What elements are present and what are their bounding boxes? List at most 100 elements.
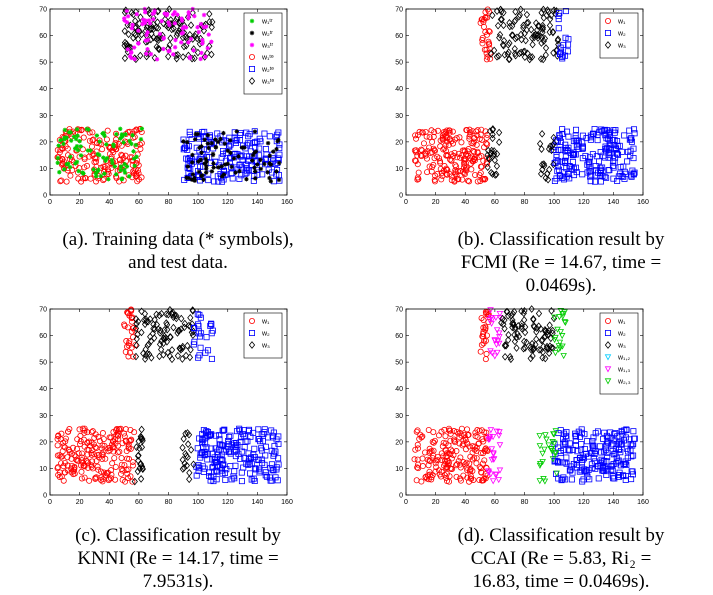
- data-point: [480, 450, 487, 457]
- data-point: [554, 36, 561, 45]
- data-point: [191, 48, 196, 53]
- data-point: [583, 438, 590, 445]
- data-point: [458, 425, 465, 432]
- data-point: [540, 14, 547, 22]
- data-point: [456, 440, 463, 447]
- data-point: [550, 49, 557, 57]
- data-point: [536, 433, 543, 440]
- data-point: [248, 476, 255, 483]
- data-point: [542, 354, 549, 363]
- data-point: [204, 159, 209, 165]
- data-point: [558, 333, 566, 340]
- data-point: [220, 461, 227, 468]
- data-point: [488, 446, 496, 453]
- data-point: [567, 466, 574, 473]
- data-point: [100, 163, 107, 170]
- data-point: [113, 172, 119, 177]
- data-point: [188, 36, 194, 42]
- y-tick-label: 10: [39, 166, 47, 173]
- y-tick-label: 10: [395, 166, 403, 173]
- data-point: [448, 151, 455, 158]
- data-point: [67, 172, 74, 179]
- data-point: [488, 168, 495, 177]
- data-point: [487, 307, 494, 314]
- data-point: [537, 55, 545, 63]
- legend-label: w₂: [617, 331, 626, 338]
- data-point: [129, 478, 136, 485]
- data-point: [528, 339, 536, 348]
- data-point: [557, 427, 564, 434]
- data-point: [145, 37, 151, 43]
- data-point: [99, 455, 106, 462]
- y-tick-label: 20: [395, 439, 403, 446]
- data-point: [267, 465, 274, 472]
- data-point: [539, 25, 546, 34]
- data-point: [451, 438, 458, 445]
- data-point: [482, 175, 489, 182]
- data-point: [487, 50, 495, 58]
- data-point: [483, 46, 490, 53]
- data-point: [491, 147, 498, 155]
- y-tick-label: 10: [395, 466, 403, 473]
- data-point: [62, 127, 68, 133]
- data-point: [496, 442, 504, 449]
- data-point: [471, 149, 478, 156]
- data-point: [118, 136, 123, 141]
- data-point: [418, 146, 425, 153]
- data-point: [86, 438, 93, 445]
- data-point: [205, 45, 210, 51]
- data-point: [157, 326, 164, 335]
- data-point: [71, 466, 78, 473]
- data-point: [265, 140, 271, 146]
- caption-a: (a). Training data (* symbols), and test…: [10, 228, 346, 274]
- data-point: [596, 443, 603, 450]
- data-point: [213, 137, 218, 142]
- y-tick-label: 60: [39, 333, 47, 340]
- data-point: [444, 461, 451, 468]
- data-point: [414, 441, 421, 448]
- data-point: [130, 353, 137, 360]
- data-point: [204, 163, 209, 169]
- data-point: [559, 313, 567, 320]
- data-point: [184, 440, 192, 448]
- data-point: [529, 40, 536, 49]
- data-point: [121, 41, 128, 50]
- data-point: [533, 19, 540, 27]
- data-point: [444, 166, 451, 173]
- data-point: [132, 17, 139, 25]
- data-point: [230, 473, 237, 480]
- legend-marker: [248, 341, 256, 349]
- data-point: [575, 428, 582, 435]
- data-point: [430, 133, 437, 140]
- x-tick-label: 160: [281, 199, 293, 206]
- data-point: [158, 309, 165, 318]
- data-point: [628, 135, 635, 142]
- data-point: [628, 453, 635, 460]
- data-point: [133, 443, 140, 451]
- data-point: [190, 152, 195, 158]
- data-point: [501, 341, 509, 350]
- data-point: [206, 32, 211, 37]
- data-point: [615, 472, 622, 479]
- data-point: [251, 454, 258, 461]
- data-point: [270, 155, 277, 162]
- data-point: [443, 464, 450, 471]
- data-point: [208, 50, 215, 59]
- data-point: [187, 446, 195, 454]
- data-point: [205, 347, 212, 354]
- data-point: [521, 344, 529, 352]
- data-point: [123, 338, 130, 345]
- data-point: [131, 54, 138, 63]
- data-point: [93, 178, 100, 185]
- data-point: [78, 153, 84, 158]
- data-point: [557, 146, 564, 153]
- data-point: [197, 34, 204, 43]
- data-point: [524, 49, 531, 58]
- data-point: [137, 432, 144, 441]
- data-point: [464, 467, 471, 474]
- data-point: [184, 341, 191, 350]
- data-point: [538, 336, 545, 345]
- data-point: [428, 168, 435, 175]
- data-point: [148, 353, 155, 362]
- data-point: [562, 159, 569, 166]
